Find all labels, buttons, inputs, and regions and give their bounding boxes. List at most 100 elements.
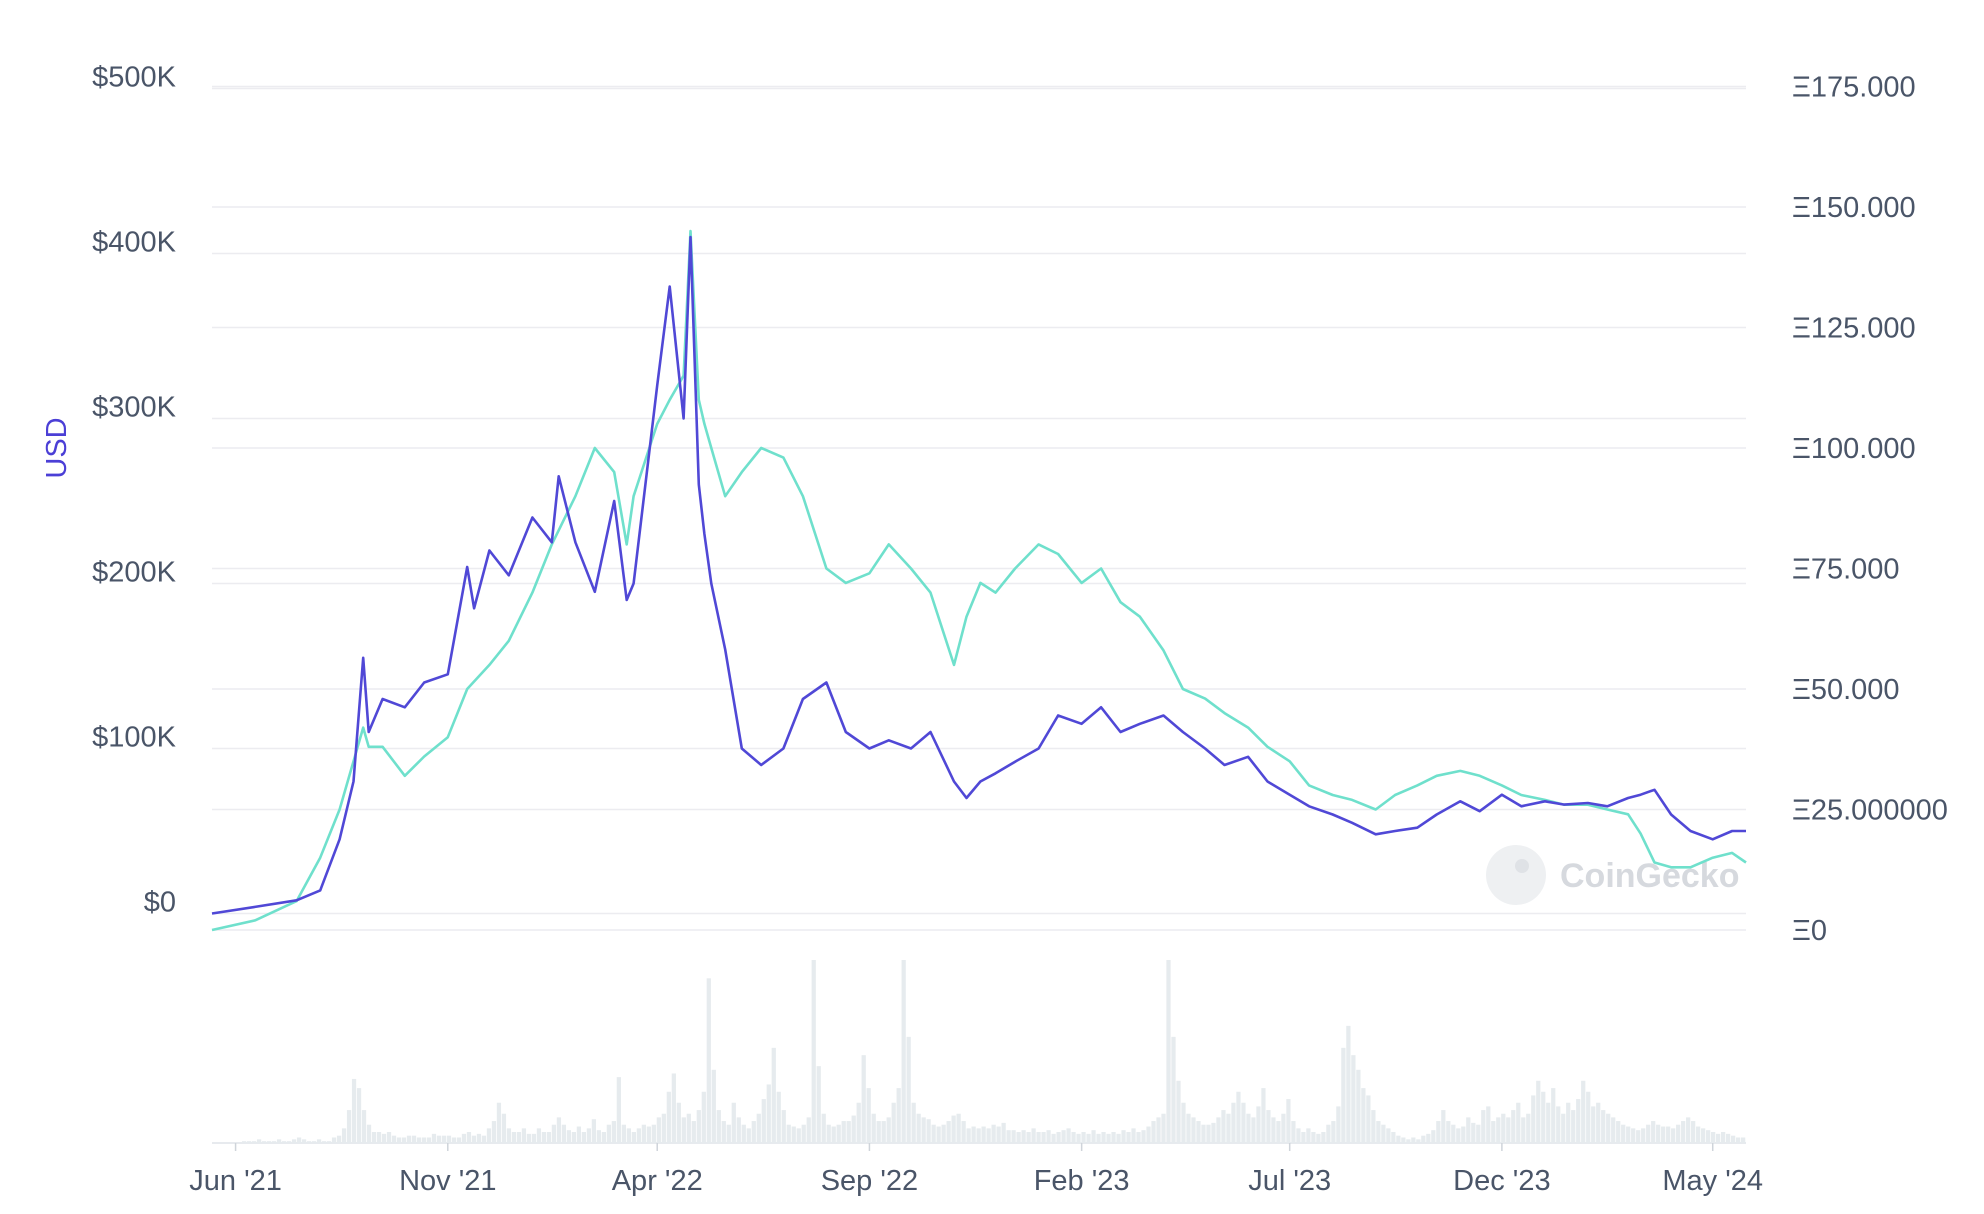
volume-bar — [471, 1135, 477, 1143]
volume-bar — [896, 1088, 901, 1143]
volume-bar — [951, 1115, 956, 1143]
volume-bar — [356, 1088, 362, 1143]
volume-bar — [551, 1124, 557, 1143]
volume-bar — [1741, 1137, 1746, 1143]
right-axis-ticks: Ξ175.000 Ξ150.000 Ξ125.000 Ξ100.000 Ξ75.000 Ξ… — [1792, 71, 1948, 947]
volume-bar — [261, 1141, 267, 1143]
volume-bar — [781, 1110, 786, 1143]
volume-bar — [1446, 1121, 1451, 1143]
volume-bar — [476, 1133, 482, 1143]
volume-bar — [726, 1124, 731, 1143]
volume-bar — [1516, 1102, 1521, 1143]
volume-bar — [876, 1121, 881, 1143]
volume-bar — [1086, 1133, 1091, 1143]
volume-bar — [711, 1069, 716, 1143]
volume-bar — [1411, 1137, 1416, 1143]
volume-bar — [861, 1055, 866, 1143]
volume-bar — [546, 1132, 552, 1143]
volume-bar — [291, 1139, 297, 1143]
volume-bar — [1281, 1113, 1286, 1143]
volume-bar — [241, 1141, 247, 1143]
volume-bar — [1581, 1080, 1586, 1143]
volume-bar — [906, 1036, 911, 1143]
volume-bar — [1576, 1099, 1581, 1143]
volume-bar — [541, 1132, 547, 1143]
volume-bar — [336, 1135, 342, 1143]
volume-bar — [1626, 1126, 1631, 1143]
volume-bar — [1056, 1132, 1061, 1143]
left-tick-label: $0 — [144, 887, 176, 919]
volume-bar — [391, 1135, 397, 1143]
volume-bar — [931, 1124, 936, 1143]
volume-bar — [596, 1130, 601, 1143]
volume-bar — [1221, 1110, 1226, 1143]
x-tick-label: Nov '21 — [399, 1165, 496, 1197]
volume-bars — [241, 960, 1746, 1143]
volume-bar — [1636, 1130, 1641, 1143]
volume-bar — [1606, 1113, 1611, 1143]
volume-bar — [486, 1128, 492, 1143]
volume-bar — [1406, 1139, 1411, 1143]
volume-bar — [366, 1124, 372, 1143]
volume-bar — [1676, 1124, 1681, 1143]
right-tick-label: Ξ100.000 — [1792, 433, 1916, 465]
volume-bar — [301, 1139, 307, 1143]
volume-bar — [691, 1121, 696, 1143]
volume-bar — [866, 1088, 871, 1143]
volume-bar — [1286, 1099, 1291, 1143]
volume-bar — [341, 1128, 347, 1143]
volume-bar — [286, 1141, 292, 1143]
volume-bar — [331, 1137, 337, 1143]
volume-bar — [1736, 1137, 1741, 1143]
volume-bar — [591, 1119, 596, 1143]
volume-bar — [376, 1132, 382, 1143]
volume-bar — [1101, 1132, 1106, 1143]
volume-bar — [1376, 1121, 1381, 1143]
volume-bar — [561, 1124, 567, 1143]
volume-bar — [1261, 1088, 1266, 1143]
volume-bar — [1661, 1126, 1666, 1143]
volume-bar — [1566, 1102, 1571, 1143]
volume-bar — [521, 1128, 527, 1143]
volume-bar — [766, 1084, 771, 1143]
volume-bar — [271, 1141, 277, 1143]
left-tick-label: $300K — [92, 392, 177, 424]
volume-bar — [756, 1113, 761, 1143]
volume-bar — [721, 1121, 726, 1143]
volume-bar — [1076, 1133, 1081, 1143]
volume-bar — [936, 1126, 941, 1143]
series-lines — [211, 229, 1747, 932]
volume-bar — [626, 1128, 631, 1143]
volume-bar — [796, 1128, 801, 1143]
volume-bar — [456, 1137, 462, 1143]
volume-bar — [1391, 1132, 1396, 1143]
volume-bar — [1251, 1117, 1256, 1143]
volume-bar — [956, 1113, 961, 1143]
volume-bar — [381, 1133, 387, 1143]
volume-bar — [1186, 1113, 1191, 1143]
volume-bar — [1561, 1113, 1566, 1143]
volume-bar — [916, 1113, 921, 1143]
volume-bar — [971, 1126, 976, 1143]
volume-bar — [1666, 1126, 1671, 1143]
volume-bar — [1696, 1126, 1701, 1143]
volume-bar — [1291, 1121, 1296, 1143]
x-tick-label: May '24 — [1662, 1165, 1763, 1197]
volume-bar — [716, 1110, 721, 1143]
volume-bar — [911, 1102, 916, 1143]
x-tick-label: Jun '21 — [189, 1165, 282, 1197]
volume-bar — [901, 960, 906, 1143]
right-tick-label: Ξ25.000000 — [1792, 794, 1948, 826]
volume-bar — [1216, 1117, 1221, 1143]
left-tick-label: $100K — [92, 722, 177, 754]
volume-bar — [1396, 1135, 1401, 1143]
volume-bar — [921, 1117, 926, 1143]
volume-bar — [1651, 1121, 1656, 1143]
volume-bar — [276, 1139, 282, 1143]
volume-bar — [1181, 1102, 1186, 1143]
volume-bar — [1586, 1091, 1591, 1143]
volume-bar — [746, 1128, 751, 1143]
volume-bar — [1176, 1080, 1181, 1143]
watermark-text: CoinGecko — [1560, 857, 1739, 895]
volume-bar — [1351, 1055, 1356, 1143]
